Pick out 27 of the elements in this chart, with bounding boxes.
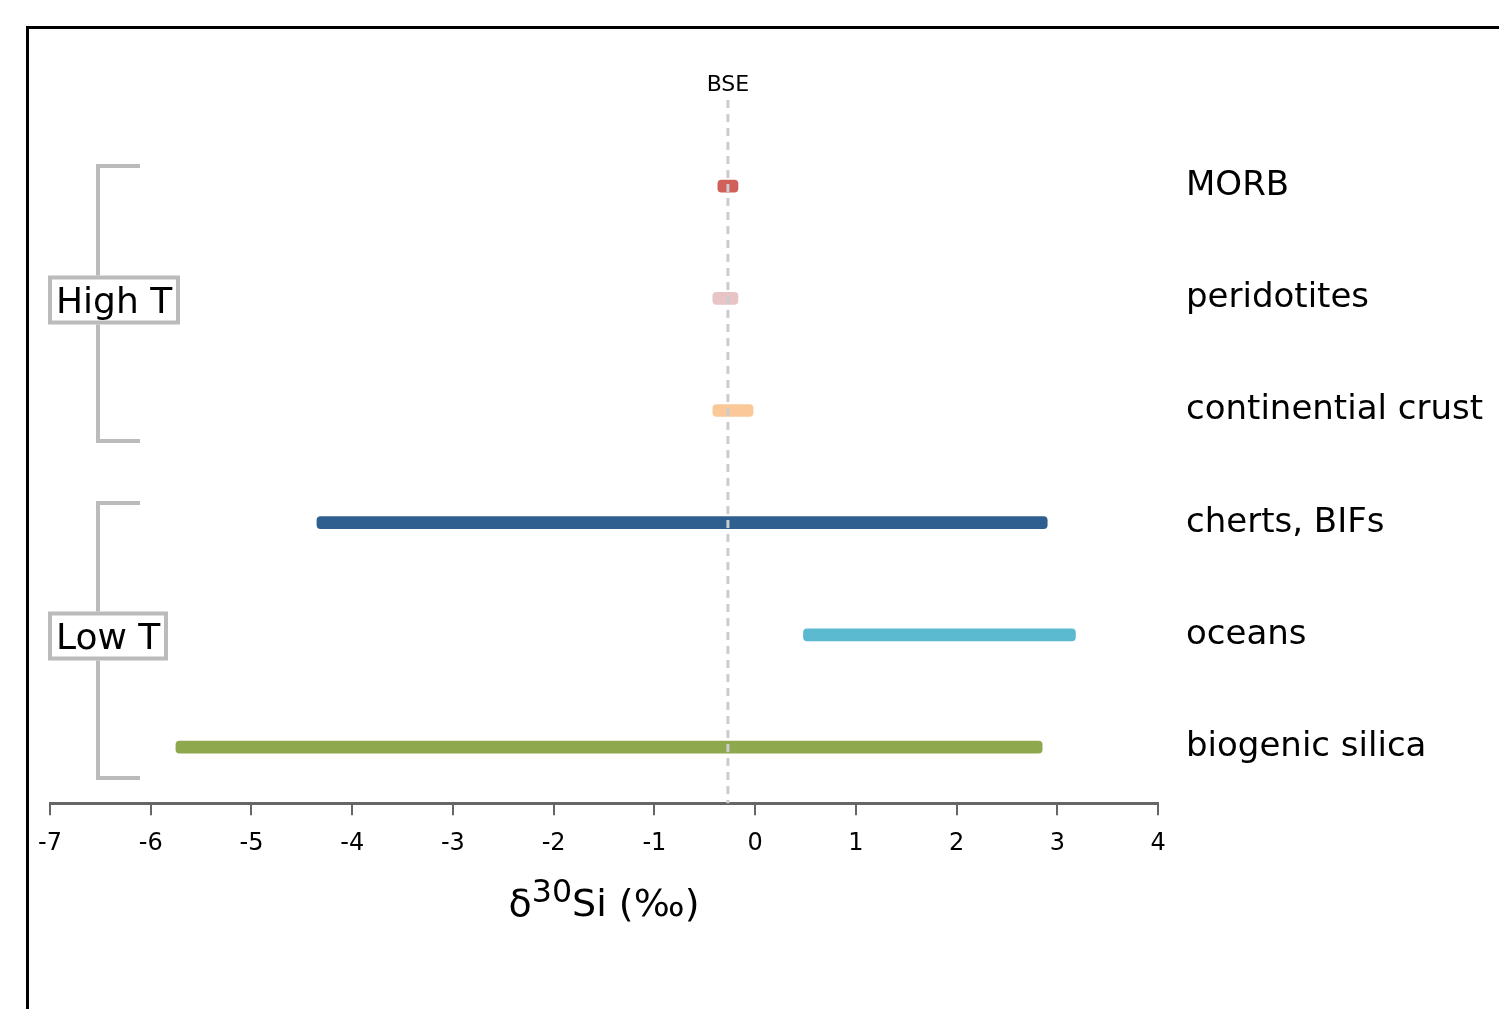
y-tick-label: cherts, BIFs <box>1186 499 1385 540</box>
bar <box>712 404 754 417</box>
x-tick-label: -7 <box>38 827 62 856</box>
ref-line-label: BSE <box>706 70 750 96</box>
annotation: High T <box>48 275 181 325</box>
bar <box>316 516 1048 530</box>
bar <box>175 740 1043 754</box>
y-tick-label: MORB <box>1186 162 1290 203</box>
x-tick-label: 1 <box>848 827 864 856</box>
x-axis-title: δ$^{30}$Si (‰) <box>508 873 700 925</box>
x-tick-label: -1 <box>642 827 667 856</box>
bar <box>803 628 1076 642</box>
y-tick-label: biogenic silica <box>1186 723 1427 764</box>
annotation: Low T <box>48 611 169 661</box>
x-tick-label: -6 <box>138 827 163 856</box>
y-tick-label: oceans <box>1186 611 1307 652</box>
x-tick-label: -2 <box>541 827 566 856</box>
x-tick-label: -4 <box>340 827 365 856</box>
x-tick-label: 0 <box>747 827 763 856</box>
x-tick-label: 3 <box>1049 827 1065 856</box>
x-tick-label: -3 <box>440 827 465 856</box>
y-tick-label: continential crust <box>1186 387 1483 428</box>
y-tick-label: peridotites <box>1186 275 1370 316</box>
x-tick-label: -5 <box>239 827 264 856</box>
bar <box>712 291 739 305</box>
x-tick-label: 4 <box>1150 827 1166 856</box>
x-tick-label: 2 <box>948 827 965 856</box>
